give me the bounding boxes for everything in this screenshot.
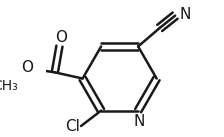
Text: Cl: Cl bbox=[65, 119, 80, 134]
Text: O: O bbox=[21, 60, 33, 75]
Text: N: N bbox=[134, 114, 145, 129]
Text: N: N bbox=[179, 7, 190, 22]
Text: CH₃: CH₃ bbox=[0, 79, 18, 93]
Text: O: O bbox=[55, 30, 67, 45]
